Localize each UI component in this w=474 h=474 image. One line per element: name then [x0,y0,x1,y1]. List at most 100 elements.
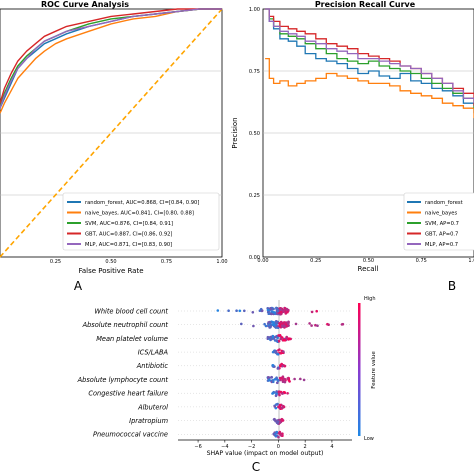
shap-point-6 [281,392,284,395]
shap-point-6 [286,392,289,395]
pr-title: Precision Recall Curve [315,0,416,9]
roc-x-axis-label: False Positive Rate [78,267,143,275]
shap-point-7 [279,407,282,411]
shap-feature-label-3: ICS/LABA [138,349,169,357]
shap-point-6 [271,392,274,395]
shap-point-7 [278,403,282,407]
shap-point-4 [280,362,284,366]
shap-point-1 [308,322,311,325]
pr-series-line-2 [265,8,474,109]
shap-point-5 [267,376,270,379]
shap-feature-label-0: White blood cell count [94,307,168,315]
pr-panel-letter: B [448,279,456,293]
shap-point-1 [294,322,298,326]
shap-point-6 [275,392,278,396]
shap-point-8 [275,419,279,422]
shap-point-5 [280,376,284,380]
shap-point-4 [283,364,287,368]
pr-y-axis-label: Precision [231,117,239,148]
pr-panel: Precision Recall Curve 0.00 0.25 0.50 0.75 1… [231,0,474,293]
pr-y-tick-label: 0.25 [249,193,260,199]
shap-colorbar [358,303,361,436]
roc-legend-label-4: MLP, AUC=0.871, CI=[0.83, 0.90] [85,242,172,248]
shap-point-5 [281,379,285,382]
shap-point-7 [277,405,281,409]
shap-point-0 [216,309,220,312]
shap-point-5 [276,381,279,385]
shap-panel-letter: C [252,460,260,474]
shap-point-1 [316,324,319,328]
shap-point-0 [259,307,263,311]
shap-feature-label-6: Congestive heart failure [88,390,168,398]
shap-colorbar-low: Low [364,436,374,442]
roc-title: ROC Curve Analysis [41,0,129,9]
shap-point-1 [263,322,266,326]
shap-point-6 [283,391,286,394]
shap-point-5 [268,379,271,382]
shap-point-0 [272,311,275,314]
shap-point-1 [341,322,345,326]
pr-x-axis-label: Recall [358,265,379,273]
pr-x-tick-label: 0.75 [416,258,427,264]
roc-legend-label-1: naive_bayes, AUC=0.841, CI=[0.80, 0.88] [85,211,194,217]
shap-colorbar-high: High [364,296,376,302]
shap-point-8 [277,418,281,422]
shap-point-3 [276,353,280,356]
shap-point-9 [274,432,277,436]
shap-point-4 [281,364,284,368]
shap-point-2 [275,339,278,342]
shap-point-7 [276,403,279,406]
shap-point-5 [270,375,273,379]
shap-point-5 [293,377,296,381]
shap-point-0 [279,308,283,312]
shap-x-tick-label: −4 [221,444,228,450]
shap-point-9 [278,431,282,434]
shap-point-1 [269,324,273,328]
pr-legend: random_forest naive_bayes SVM, AP=0.7 GBT, … [403,192,474,251]
shap-point-2 [279,337,283,341]
shap-point-0 [310,310,314,314]
shap-point-1 [240,322,243,326]
roc-panel: ROC Curve Analysis 0.25 0.50 0.75 1.00 Fals… [0,0,228,293]
shap-point-0 [276,308,279,312]
shap-point-2 [276,336,279,340]
roc-legend: random_forest, AUC=0.868, CI=[0.84, 0.90… [62,192,220,251]
shap-x-tick-label: −6 [194,444,201,450]
shap-x-tick-label: 0 [277,444,280,450]
roc-series-line-1 [0,8,222,114]
shap-point-5 [272,380,275,384]
shap-point-2 [285,335,289,339]
shap-point-1 [281,325,285,328]
shap-point-9 [275,430,279,434]
shap-point-3 [278,348,281,351]
shap-point-0 [271,307,275,311]
shap-point-1 [274,320,278,323]
shap-point-9 [279,433,283,437]
shap-point-1 [310,324,313,327]
pr-series-line-1 [265,57,474,119]
pr-legend-label-1: naive_bayes [425,211,457,217]
shap-point-7 [273,405,277,408]
shap-point-1 [314,323,317,327]
shap-point-1 [276,326,280,330]
shap-point-1 [279,321,283,324]
shap-point-2 [271,334,275,338]
shap-x-axis-label: SHAP value (impact on model output) [207,450,324,457]
shap-point-0 [282,310,285,314]
shap-point-1 [286,322,290,325]
shap-feature-label-8: Ipratropium [129,417,168,425]
pr-x-tick-label: 0.50 [363,258,374,264]
shap-point-0 [275,312,279,315]
shap-point-5 [283,377,287,381]
shap-x-tick-label: 4 [330,444,333,450]
shap-point-4 [271,364,275,367]
shap-point-2 [269,337,273,340]
pr-legend-label-0: random_forest [425,200,463,206]
shap-point-0 [267,312,271,316]
shap-point-1 [264,324,268,328]
shap-point-1 [272,321,276,324]
shap-point-8 [275,421,279,425]
pr-legend-label-4: MLP, AP=0.7 [425,242,458,248]
shap-point-5 [275,376,278,380]
